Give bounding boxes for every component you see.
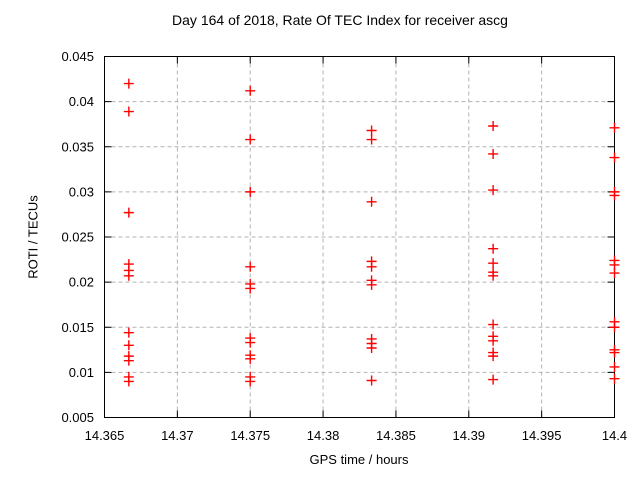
data-point-plus [488,120,499,131]
x-axis-label: GPS time / hours [309,452,409,467]
x-tick-label: 14.375 [230,428,270,443]
data-point-plus [366,343,377,354]
x-tick-label: 14.385 [376,428,416,443]
data-point-plus [609,268,620,279]
data-point-plus [123,106,134,117]
x-tick-label: 14.395 [522,428,562,443]
y-tick-label: 0.025 [61,230,94,245]
x-tick-label: 14.4 [602,428,627,443]
data-point-plus [488,351,499,362]
data-point-plus [123,355,134,366]
data-point-plus [123,340,134,351]
y-tick-label: 0.04 [69,94,94,109]
x-tick-label: 14.38 [307,428,340,443]
data-point-plus [245,376,256,387]
y-tick-label: 0.045 [61,49,94,64]
data-point-plus [245,283,256,294]
data-point-plus [366,125,377,136]
data-point-plus [123,327,134,338]
data-point-plus [245,85,256,96]
data-point-plus [366,375,377,386]
data-point-plus [245,337,256,348]
data-point-plus [123,78,134,89]
y-tick-label: 0.035 [61,139,94,154]
data-point-plus [123,207,134,218]
data-point-plus [366,196,377,207]
y-tick-label: 0.01 [69,365,94,380]
data-point-plus [488,319,499,330]
data-point-plus [245,353,256,364]
chart-title: Day 164 of 2018, Rate Of TEC Index for r… [172,12,508,28]
data-point-plus [366,279,377,290]
data-point-plus [123,270,134,281]
y-tick-label: 0.005 [61,410,94,425]
data-point-plus [488,270,499,281]
data-point-plus [245,134,256,145]
data-point-plus [609,322,620,333]
data-point-plus [488,335,499,346]
data-point-plus [366,261,377,272]
y-tick-label: 0.03 [69,184,94,199]
data-point-plus [609,373,620,384]
x-tick-label: 14.365 [85,428,125,443]
data-point-plus [488,148,499,159]
data-point-plus [488,374,499,385]
data-point-plus [366,134,377,145]
data-point-plus [609,152,620,163]
y-tick-label: 0.02 [69,275,94,290]
y-tick-label: 0.015 [61,320,94,335]
data-point-plus [488,185,499,196]
data-point-plus [488,243,499,254]
x-tick-label: 14.37 [161,428,194,443]
data-point-plus [609,361,620,372]
data-point-plus [488,258,499,269]
data-point-plus [609,190,620,201]
data-point-plus [123,376,134,387]
data-point-plus [609,347,620,358]
data-point-plus [609,122,620,133]
data-point-plus [245,261,256,272]
x-tick-label: 14.39 [453,428,486,443]
data-point-plus [245,186,256,197]
